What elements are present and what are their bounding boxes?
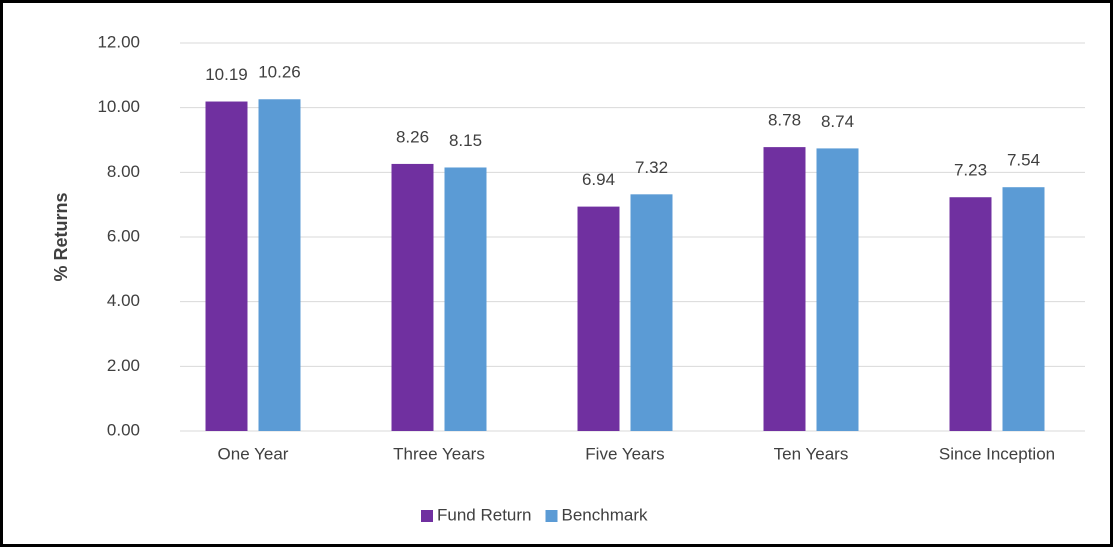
x-tick-label: Three Years: [393, 444, 485, 463]
data-label: 8.78: [768, 111, 801, 130]
data-label: 7.54: [1007, 151, 1040, 170]
bar: [205, 101, 248, 432]
y-tick-label: 8.00: [107, 162, 140, 181]
bar: [444, 167, 487, 431]
x-tick-label: Ten Years: [774, 444, 849, 463]
bar: [391, 163, 434, 431]
bar: [949, 197, 992, 431]
bar: [763, 147, 806, 431]
data-label: 6.94: [582, 170, 615, 189]
y-tick-label: 6.00: [107, 226, 140, 245]
bar: [577, 206, 620, 431]
y-tick-label: 4.00: [107, 291, 140, 310]
x-tick-label: One Year: [218, 444, 289, 463]
legend-swatch: [421, 510, 433, 522]
data-label: 8.15: [449, 131, 482, 150]
y-tick-label: 12.00: [97, 32, 140, 51]
legend-label: Benchmark: [562, 505, 648, 524]
bar: [258, 99, 301, 431]
y-tick-label: 10.00: [97, 97, 140, 116]
y-tick-label: 0.00: [107, 420, 140, 439]
bar: [630, 194, 673, 431]
data-label: 10.26: [258, 63, 301, 82]
y-tick-label: 2.00: [107, 356, 140, 375]
data-label: 8.74: [821, 112, 854, 131]
x-tick-label: Since Inception: [939, 444, 1055, 463]
bar: [1002, 187, 1045, 431]
data-label: 10.19: [205, 65, 248, 84]
bar: [816, 148, 859, 431]
legend-label: Fund Return: [437, 505, 532, 524]
legend-swatch: [545, 510, 558, 522]
data-label: 7.23: [954, 161, 987, 180]
data-label: 8.26: [396, 127, 429, 146]
x-tick-label: Five Years: [585, 444, 664, 463]
data-label: 7.32: [635, 158, 668, 177]
y-axis-title: % Returns: [51, 192, 71, 281]
